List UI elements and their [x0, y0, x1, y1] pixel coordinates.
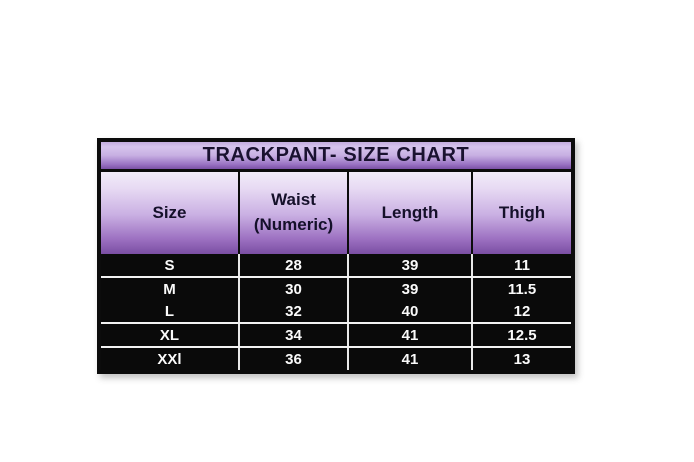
table-cell: 34: [240, 324, 349, 346]
table-cell: 30: [240, 278, 349, 300]
table-cell: 39: [349, 254, 473, 276]
table-cell: 41: [349, 324, 473, 346]
table-cell: 40: [349, 300, 473, 322]
column-header: Length: [349, 172, 473, 254]
table-cell: 39: [349, 278, 473, 300]
table-title: TRACKPANT- SIZE CHART: [202, 144, 470, 166]
table-row: S 28 39 11: [101, 254, 571, 278]
table-cell: 13: [513, 350, 531, 368]
table-cell: 28: [240, 254, 349, 276]
table-body: S 28 39 11 M 30 39 11.5 L 32 40 12 XL 34 41 12.5 XXl 36 41…: [101, 254, 571, 370]
table-cell: 41: [349, 348, 473, 370]
header-row: Size Waist (Numeric) Length Thigh: [101, 172, 571, 254]
table-row: XL 34 41 12.5: [101, 324, 571, 348]
table-cell: 12: [513, 302, 531, 320]
table-cell: 32: [240, 300, 349, 322]
table-cell: 11: [514, 256, 530, 274]
table-row: L 32 40 12: [101, 300, 571, 324]
column-header: Thigh: [498, 202, 546, 222]
table-cell: XL: [101, 324, 240, 346]
table-cell: 11.5: [507, 280, 537, 298]
table-title-bar: TRACKPANT- SIZE CHART: [101, 142, 571, 172]
size-chart-table: TRACKPANT- SIZE CHART Size Waist (Numeric…: [97, 138, 575, 374]
table-cell: L: [101, 300, 240, 322]
table-row: XXl 36 41 13: [101, 348, 571, 370]
table-cell: 36: [240, 348, 349, 370]
table-cell: XXl: [101, 348, 240, 370]
table-cell: M: [101, 278, 240, 300]
column-header: Waist (Numeric): [240, 172, 349, 254]
table-row: M 30 39 11.5: [101, 278, 571, 300]
table-cell: 12.5: [507, 326, 537, 344]
column-header: Size: [101, 172, 240, 254]
table-cell: S: [101, 254, 240, 276]
